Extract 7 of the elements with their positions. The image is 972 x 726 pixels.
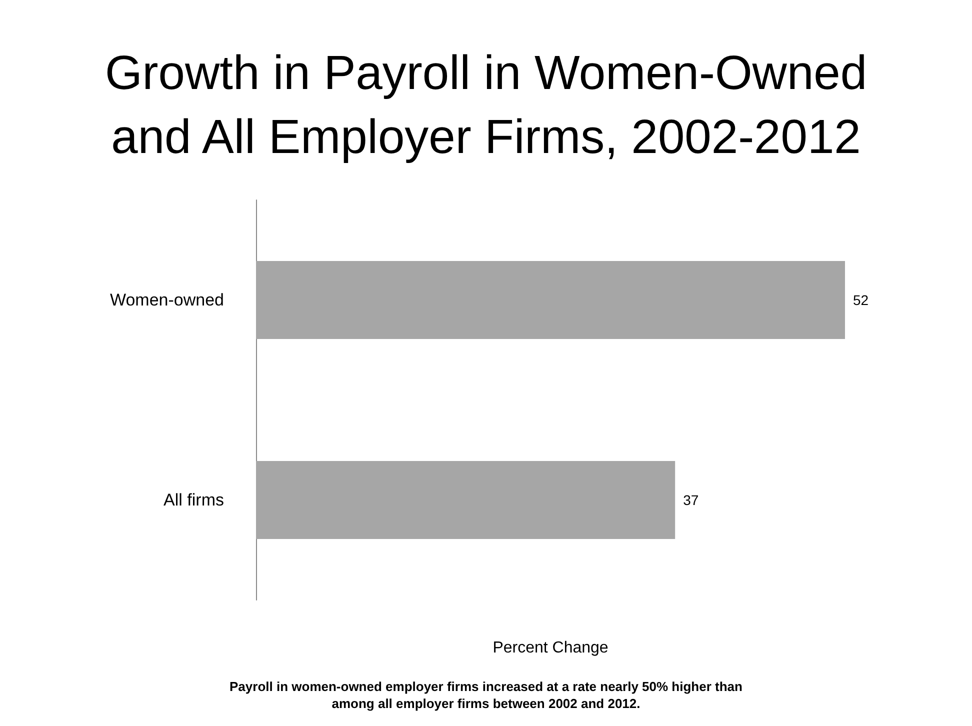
data-label: 52 xyxy=(853,292,869,308)
x-axis-title: Percent Change xyxy=(492,640,608,656)
chart-title: Growth in Payroll in Women-Owned and All Employer Firms, 2002-2012 xyxy=(104,46,868,166)
data-label: 37 xyxy=(683,492,699,508)
y-tick-label: All firms xyxy=(164,490,224,510)
y-tick-label: Women-owned xyxy=(110,290,224,310)
text: Payroll in women-owned employer firms increased at a rate nearly 50% higher than among all employer firms between 2002 and 2012. xyxy=(228,678,744,712)
